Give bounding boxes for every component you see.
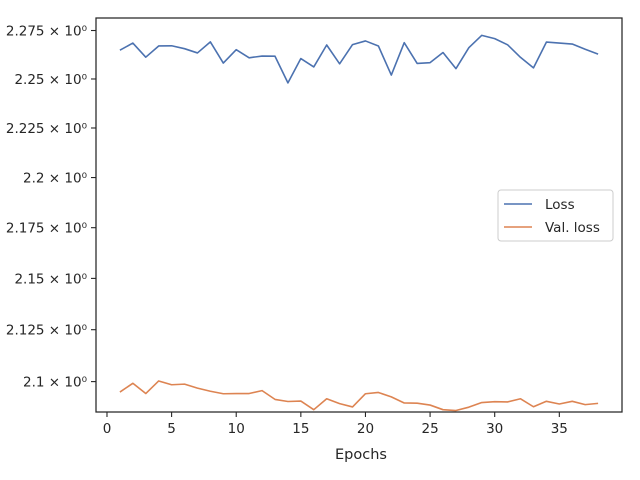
legend-label: Val. loss [545,220,600,236]
series-line-val-loss [119,380,599,412]
y-tick-label: 2.1 × 10⁰ [23,375,87,391]
axes-frame [95,17,623,413]
y-tick-label: 2.225 × 10⁰ [6,121,87,137]
x-axis-label: Epochs [335,447,387,463]
y-tick-label: 2.25 × 10⁰ [14,72,87,88]
x-tick-label: 10 [228,421,245,437]
legend-box [497,189,614,242]
y-axis-ticks: 2.1 × 10⁰ 2.125 × 10⁰ 2.15 × 10⁰ 2.175 × 10… [6,24,96,391]
x-tick-label: 25 [421,421,438,437]
x-tick-label: 20 [357,421,374,437]
x-tick-label: 35 [551,421,568,437]
series-line-loss [119,34,599,84]
series-lines [119,34,599,412]
y-tick-label: 2.2 × 10⁰ [23,171,87,187]
legend-label: Loss [545,197,575,213]
x-tick-label: 15 [292,421,309,437]
y-tick-label: 2.175 × 10⁰ [6,221,87,237]
x-axis-ticks: 0 5 10 15 20 25 30 35 [103,412,568,437]
x-tick-label: 0 [103,421,112,437]
y-tick-label: 2.15 × 10⁰ [14,271,87,287]
y-tick-label: 2.125 × 10⁰ [6,323,87,339]
x-tick-label: 5 [167,421,176,437]
legend: Loss Val. loss [497,189,614,242]
y-tick-label: 2.275 × 10⁰ [6,24,87,40]
x-tick-label: 30 [486,421,503,437]
